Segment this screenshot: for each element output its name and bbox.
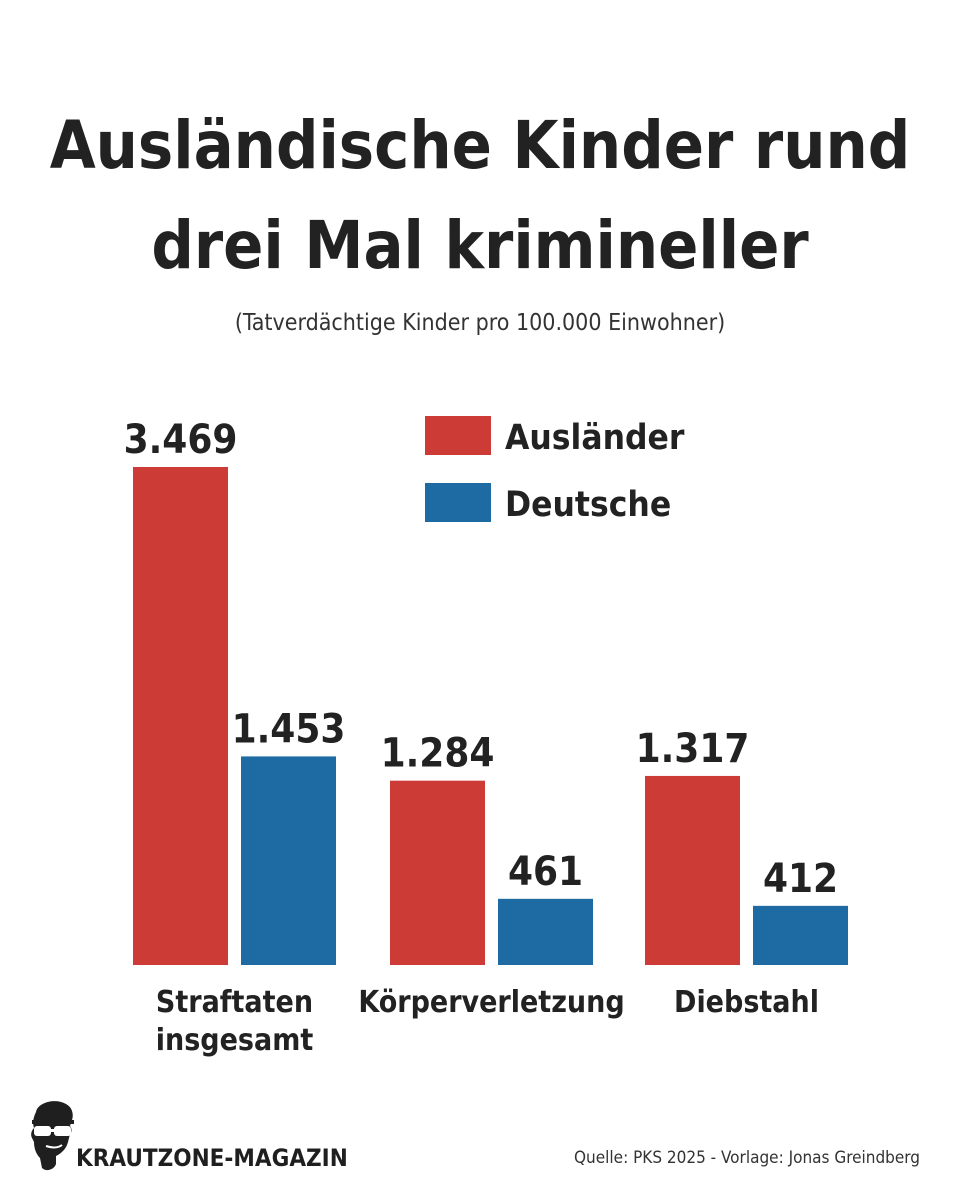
bar-deutsche-2 [753,905,848,965]
category-label-1: Körperverletzung [358,985,624,1020]
legend-label-auslaender: Ausländer [505,418,685,458]
legend-swatch-deutsche [425,483,491,522]
data-label-auslaender-1: 1.284 [381,731,495,777]
head-silhouette-logo-icon [31,1101,74,1171]
chart-title: Ausländische Kinder rund drei Mal krimin… [0,96,960,296]
bar-chart: 3.469 1.284 1.317 1.453 461 412 Straftateninsg… [124,416,848,1058]
legend-swatch-auslaender [425,416,491,455]
data-label-deutsche-1: 461 [508,849,583,895]
bar-deutsche-0 [241,756,336,965]
title-line-2: drei Mal krimineller [151,207,809,284]
chart-subtitle: (Tatverdächtige Kinder pro 100.000 Einwo… [234,310,726,336]
category-label-0: Straftaten [156,985,313,1020]
category-label-2: Diebstahl [674,985,819,1020]
bar-auslaender-0 [133,467,228,965]
bar-auslaender-1 [390,780,485,965]
legend-label-deutsche: Deutsche [505,485,671,525]
data-label-auslaender-2: 1.317 [636,726,750,772]
data-label-deutsche-0: 1.453 [232,706,346,752]
title-line-1: Ausländische Kinder rund [49,107,911,184]
category-label-0: insgesamt [156,1023,314,1058]
source-note: Quelle: PKS 2025 - Vorlage: Jonas Greind… [574,1148,920,1168]
data-label-deutsche-2: 412 [763,856,838,902]
bar-auslaender-2 [645,775,740,965]
bar-deutsche-1 [498,898,593,965]
data-label-auslaender-0: 3.469 [124,417,238,463]
brand-name: KRAUTZONE-MAGAZIN [76,1144,348,1172]
